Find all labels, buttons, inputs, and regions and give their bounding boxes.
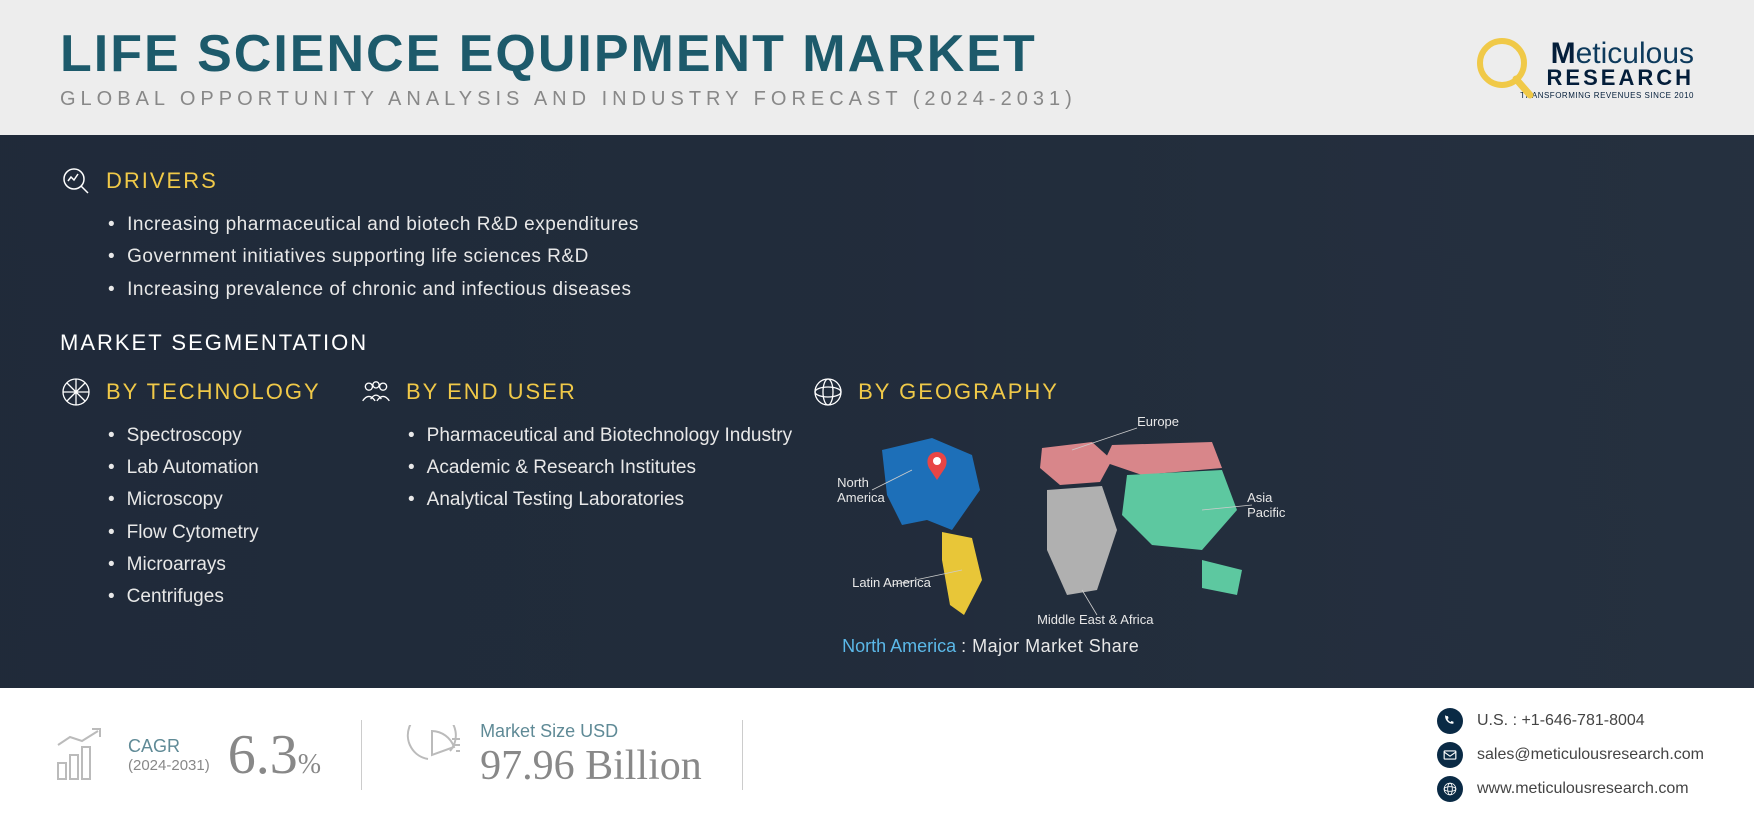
tech-label: BY TECHNOLOGY: [106, 379, 321, 405]
map-label-na: NorthAmerica: [837, 475, 885, 505]
enduser-column: BY END USER Pharmaceutical and Biotechno…: [360, 376, 792, 657]
enduser-label: BY END USER: [406, 379, 577, 405]
map-label-eu: Europe: [1137, 414, 1179, 429]
list-item: Increasing prevalence of chronic and inf…: [108, 274, 1694, 306]
subtitle: GLOBAL OPPORTUNITY ANALYSIS AND INDUSTRY…: [60, 88, 1470, 111]
magnifier-ring-icon: [1470, 35, 1540, 105]
market-size-block: Market Size USD 97.96 Billion: [402, 721, 702, 790]
drivers-list: Increasing pharmaceutical and biotech R&…: [108, 209, 1694, 306]
map-label-la: Latin America: [852, 575, 931, 590]
list-item: Flow Cytometry: [108, 517, 340, 549]
cagr-label: CAGR: [128, 736, 210, 757]
tech-icon: [60, 376, 92, 408]
list-item: Government initiatives supporting life s…: [108, 241, 1694, 273]
email-text: sales@meticulousresearch.com: [1477, 746, 1704, 764]
cagr-block: CAGR (2024-2031) 6.3%: [50, 723, 321, 787]
growth-chart-icon: [50, 725, 110, 785]
market-value: 97.96 Billion: [480, 742, 702, 790]
list-item: Academic & Research Institutes: [408, 452, 792, 484]
globe-icon: [812, 376, 844, 408]
cagr-period: (2024-2031): [128, 757, 210, 774]
geography-column: BY GEOGRAPHY: [812, 376, 1694, 657]
map-region-mea: [1047, 486, 1117, 595]
world-map: NorthAmerica Latin America Europe AsiaPa…: [842, 420, 1282, 630]
users-icon: [360, 376, 392, 408]
list-item: Microarrays: [108, 549, 340, 581]
drivers-label: DRIVERS: [106, 168, 218, 194]
main-title: LIFE SCIENCE EQUIPMENT MARKET: [60, 28, 1470, 80]
geo-note: North America : Major Market Share: [842, 636, 1694, 657]
logo-line2: RESEARCH: [1547, 67, 1694, 89]
phone-text: U.S. : +1-646-781-8004: [1477, 712, 1645, 730]
geo-label: BY GEOGRAPHY: [858, 379, 1059, 405]
list-item: Pharmaceutical and Biotechnology Industr…: [408, 420, 792, 452]
web-icon: [1437, 776, 1463, 802]
header-bar: LIFE SCIENCE EQUIPMENT MARKET GLOBAL OPP…: [0, 0, 1754, 135]
divider: [361, 720, 362, 790]
geo-note-region: North America: [842, 636, 956, 656]
technology-column: BY TECHNOLOGY Spectroscopy Lab Automatio…: [60, 376, 340, 657]
list-item: Lab Automation: [108, 452, 340, 484]
tech-list: Spectroscopy Lab Automation Microscopy F…: [108, 420, 340, 614]
map-region-ap: [1122, 470, 1237, 550]
map-region-na: [882, 438, 980, 530]
map-label-ap: AsiaPacific: [1247, 490, 1285, 520]
logo-line1: Meticulous: [1551, 40, 1694, 67]
analysis-icon: [60, 165, 92, 197]
market-label: Market Size USD: [480, 721, 702, 742]
list-item: Centrifuges: [108, 581, 340, 613]
contact-web: www.meticulousresearch.com: [1437, 776, 1704, 802]
drivers-heading: DRIVERS: [60, 165, 1694, 197]
list-item: Microscopy: [108, 484, 340, 516]
map-label-mea: Middle East & Africa: [1037, 612, 1153, 627]
infographic-container: LIFE SCIENCE EQUIPMENT MARKET GLOBAL OPP…: [0, 0, 1754, 822]
pie-chart-icon: [402, 725, 462, 785]
phone-icon: [1437, 708, 1463, 734]
segments-row: BY TECHNOLOGY Spectroscopy Lab Automatio…: [60, 376, 1694, 657]
map-region-la: [942, 532, 982, 615]
list-item: Increasing pharmaceutical and biotech R&…: [108, 209, 1694, 241]
header-titles: LIFE SCIENCE EQUIPMENT MARKET GLOBAL OPP…: [60, 28, 1470, 111]
web-text: www.meticulousresearch.com: [1477, 780, 1689, 798]
enduser-list: Pharmaceutical and Biotechnology Industr…: [408, 420, 792, 517]
email-icon: [1437, 742, 1463, 768]
list-item: Spectroscopy: [108, 420, 340, 452]
list-item: Analytical Testing Laboratories: [408, 484, 792, 516]
logo-tagline: TRANSFORMING REVENUES SINCE 2010: [1520, 91, 1694, 100]
footer-bar: CAGR (2024-2031) 6.3% Market Size USD 97…: [0, 688, 1754, 822]
segmentation-heading: MARKET SEGMENTATION: [60, 330, 1694, 356]
contacts-block: U.S. : +1-646-781-8004 sales@meticulousr…: [1437, 708, 1704, 802]
geo-note-text: Major Market Share: [972, 636, 1139, 656]
cagr-value: 6.3%: [228, 723, 321, 787]
divider: [742, 720, 743, 790]
contact-email: sales@meticulousresearch.com: [1437, 742, 1704, 768]
brand-logo: Meticulous RESEARCH TRANSFORMING REVENUE…: [1470, 40, 1694, 100]
contact-phone: U.S. : +1-646-781-8004: [1437, 708, 1704, 734]
main-panel: DRIVERS Increasing pharmaceutical and bi…: [0, 135, 1754, 688]
